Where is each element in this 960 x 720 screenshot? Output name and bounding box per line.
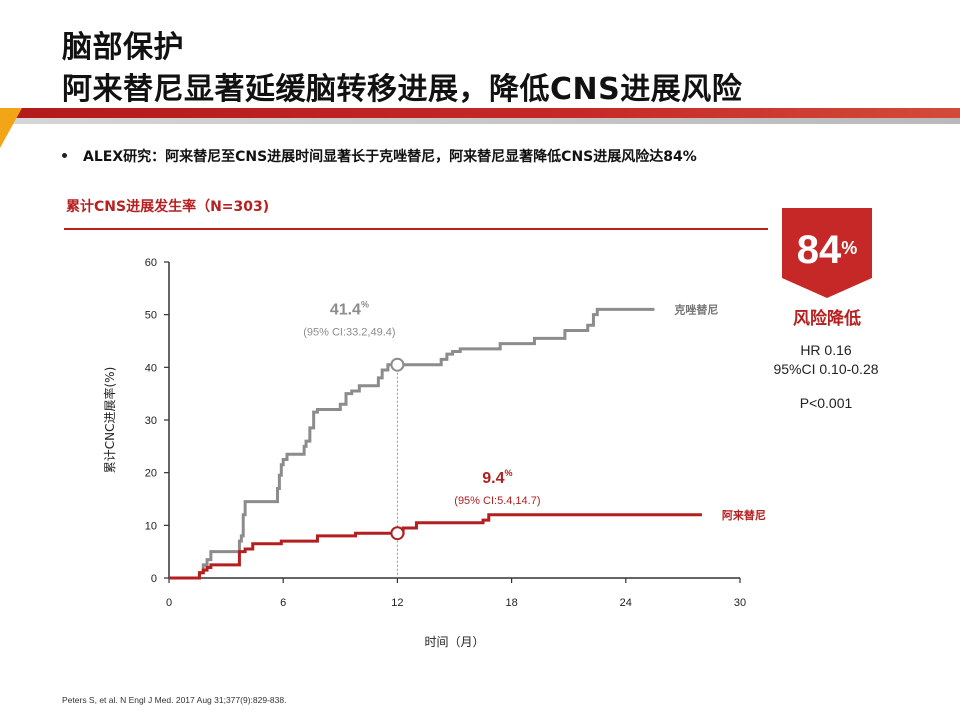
series-label-crizotinib: 克唑替尼 [674, 302, 718, 316]
y-tick-label: 50 [145, 310, 157, 322]
x-tick-label: 18 [505, 597, 517, 609]
x-tick-label: 0 [166, 597, 172, 609]
annotation-group-alectinib: 9.4% (95% CI:5.4,14.7) [454, 468, 540, 507]
y-tick-label: 60 [145, 257, 157, 269]
y-tick-label: 20 [145, 468, 157, 480]
x-tick-label: 12 [391, 597, 403, 609]
series-line-alectinib [169, 513, 702, 580]
confidence-interval: 95%CI 0.10-0.28 [773, 361, 879, 377]
x-tick-label: 24 [620, 597, 632, 609]
p-value: P<0.001 [799, 395, 853, 411]
series-label-alectinib: 阿来替尼 [722, 508, 766, 522]
y-tick-label: 0 [151, 573, 157, 585]
annotation-ci-alectinib: (95% CI:5.4,14.7) [454, 495, 540, 507]
slide-title-line1: 脑部保护 [62, 30, 184, 65]
annotation-value-number: 9.4 [482, 470, 504, 487]
annotation-value-suffix: % [505, 468, 513, 478]
annotation-group-crizotinib: 41.4% (95% CI:33.2,49.4) [303, 300, 395, 339]
subtitle-rule [64, 228, 768, 230]
risk-badge-value: 84% [782, 228, 872, 272]
x-axis-label: 时间（月） [424, 635, 484, 649]
risk-badge-suffix: % [841, 238, 858, 258]
x-tick-label: 30 [734, 597, 746, 609]
annotation-value-suffix: % [361, 300, 369, 310]
annotation-value-alectinib: 9.4% [482, 468, 512, 487]
header-band [0, 108, 960, 124]
y-tick-label: 30 [145, 415, 157, 427]
hazard-ratio: HR 0.16 [800, 342, 852, 358]
citation: Peters S, et al. N Engl J Med. 2017 Aug … [62, 695, 287, 705]
risk-reduction-label: 风险降低 [793, 309, 861, 329]
annotation-value-number: 41.4 [330, 302, 361, 319]
chart-subtitle: 累计CNS进展发生率（N=303) [66, 199, 270, 215]
annotation-ci-crizotinib: (95% CI:33.2,49.4) [303, 327, 395, 339]
bullet-dot-icon [62, 152, 67, 158]
series-line-crizotinib [169, 307, 655, 580]
risk-badge-number: 84 [796, 228, 842, 272]
risk-badge-shape [782, 208, 872, 298]
annotation-marker-alectinib [390, 526, 405, 541]
bullet-point: ALEX研究：阿来替尼至CNS进展时间显著长于克唑替尼，阿来替尼显著降低CNS进… [62, 146, 697, 166]
bullet-text: ALEX研究：阿来替尼至CNS进展时间显著长于克唑替尼，阿来替尼显著降低CNS进… [83, 149, 697, 165]
y-axis-label: 累计CNC进展率(%) [102, 367, 117, 474]
annotation-value-crizotinib: 41.4% [330, 300, 369, 319]
header-band-red [0, 108, 960, 118]
x-tick-label: 6 [280, 597, 286, 609]
cumulative-incidence-chart: 0 10 20 30 40 50 60 0 6 12 18 24 30 时间（月） 累计CNC进展率(%) 克… [102, 257, 766, 649]
y-tick-label: 40 [145, 362, 157, 374]
header-band-grey [0, 118, 960, 124]
corner-accent [0, 108, 22, 148]
y-tick-label: 10 [145, 520, 157, 532]
slide-title-line2: 阿来替尼显著延缓脑转移进展，降低CNS进展风险 [62, 72, 743, 107]
annotation-marker-crizotinib [390, 357, 405, 372]
